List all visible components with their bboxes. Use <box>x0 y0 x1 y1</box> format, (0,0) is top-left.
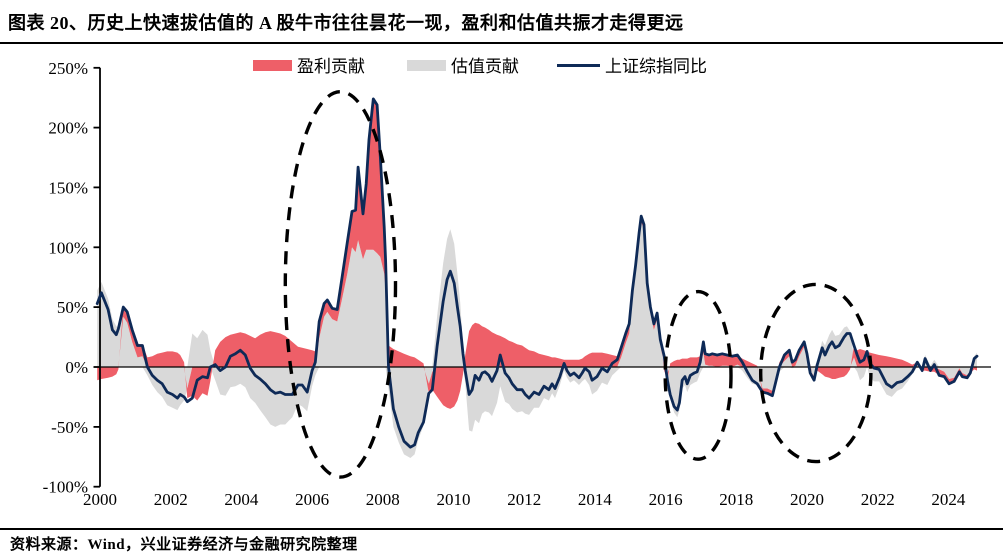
figure-title: 图表 20、历史上快速拔估值的 A 股牛市往往昙花一现，盈利和估值共振才走得更远 <box>0 0 1003 44</box>
legend-label: 上证综指同比 <box>605 57 707 76</box>
legend-label: 盈利贡献 <box>297 57 365 76</box>
x-tick-label: 2020 <box>790 490 824 509</box>
highlight-ellipse-3 <box>759 282 873 464</box>
x-tick-label: 2012 <box>507 490 541 509</box>
y-tick-label: -50% <box>51 418 88 437</box>
legend-item-2: 估值贡献 <box>407 57 519 76</box>
x-tick-label: 2022 <box>861 490 895 509</box>
y-tick-label: 50% <box>57 298 88 317</box>
highlight-ellipse-1 <box>283 89 398 479</box>
source-note: 资料来源：Wind，兴业证券经济与金融研究院整理 <box>0 528 1003 553</box>
legend-item-1: 盈利贡献 <box>253 57 365 76</box>
y-tick-label: 150% <box>48 178 88 197</box>
y-tick-label: 250% <box>48 59 88 78</box>
y-tick-label: 200% <box>48 119 88 138</box>
legend-label: 估值贡献 <box>451 57 519 76</box>
x-tick-label: 2016 <box>649 490 683 509</box>
x-tick-label: 2002 <box>154 490 188 509</box>
x-tick-label: 2008 <box>366 490 400 509</box>
x-tick-label: 2004 <box>224 490 259 509</box>
legend-swatch <box>407 60 446 71</box>
chart-canvas: 250% 200% 150% 100% 50% 0% -50% -100%2000 2002 20… <box>43 57 991 509</box>
x-tick-label: 2014 <box>578 490 613 509</box>
y-tick-label: 0% <box>65 358 88 377</box>
chart-area: 250% 200% 150% 100% 50% 0% -50% -100% 2000 2002 20… <box>0 44 1003 528</box>
x-tick-label: 2024 <box>931 490 966 509</box>
highlight-ellipse-2 <box>663 289 733 461</box>
x-tick-label: 2018 <box>719 490 753 509</box>
index-line <box>95 97 979 449</box>
y-tick-label: 100% <box>48 238 88 257</box>
x-tick-label: 2010 <box>437 490 471 509</box>
y-tick-label: -100% <box>43 478 88 497</box>
x-tick-label: 2006 <box>295 490 329 509</box>
x-tick-label: 2000 <box>83 490 117 509</box>
legend-swatch <box>253 60 292 71</box>
legend-item-3: 上证综指同比 <box>557 57 707 76</box>
